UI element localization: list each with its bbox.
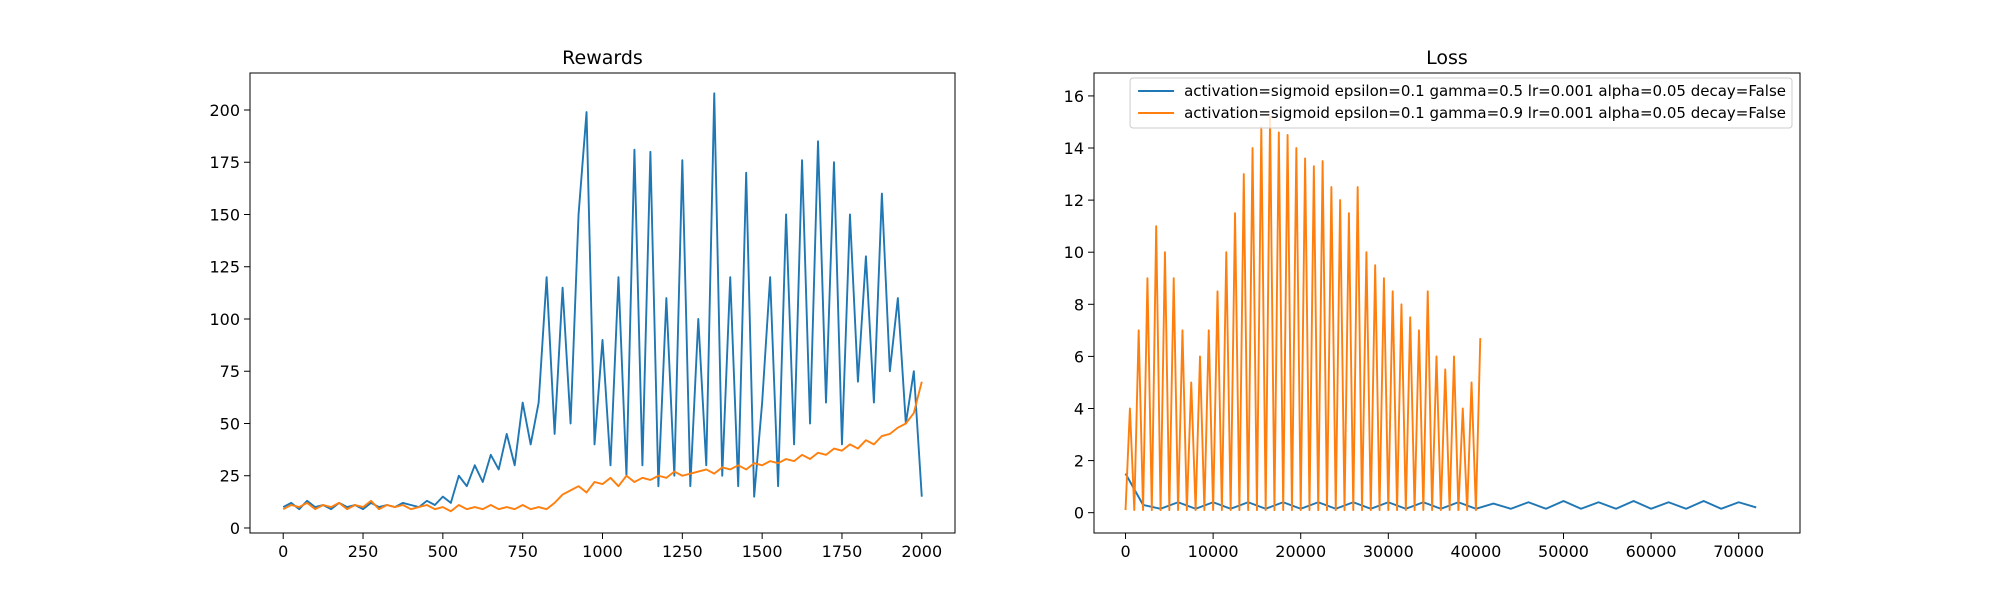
x-tick-label: 0 <box>1120 542 1130 561</box>
chart-title: Rewards <box>562 47 643 69</box>
x-tick-label: 2000 <box>901 542 942 561</box>
x-tick-label: 750 <box>507 542 538 561</box>
x-tick-label: 10000 <box>1188 542 1239 561</box>
y-tick-label: 200 <box>209 101 240 120</box>
y-tick-label: 10 <box>1064 243 1084 262</box>
x-tick-label: 0 <box>278 542 288 561</box>
y-tick-label: 75 <box>220 362 240 381</box>
x-tick-label: 70000 <box>1713 542 1764 561</box>
y-tick-label: 8 <box>1074 295 1084 314</box>
y-tick-label: 50 <box>220 414 240 433</box>
y-tick-label: 4 <box>1074 399 1084 418</box>
series-line <box>282 92 923 511</box>
legend-box <box>1129 77 1793 129</box>
x-tick-label: 60000 <box>1626 542 1677 561</box>
y-tick-label: 100 <box>209 310 240 329</box>
y-tick-label: 125 <box>209 258 240 277</box>
series-line <box>1124 115 1482 512</box>
plot-frame <box>249 72 956 534</box>
y-tick-label: 150 <box>209 205 240 224</box>
y-tick-label: 0 <box>1074 504 1084 523</box>
legend-label: activation=sigmoid epsilon=0.1 gamma=0.5… <box>1184 82 1786 100</box>
y-tick-label: 14 <box>1064 139 1084 158</box>
y-tick-label: 6 <box>1074 347 1084 366</box>
x-tick-label: 1750 <box>822 542 863 561</box>
series-line <box>282 381 923 513</box>
x-tick-label: 1500 <box>742 542 783 561</box>
legend: activation=sigmoid epsilon=0.1 gamma=0.5… <box>1129 77 1793 129</box>
x-tick-label: 50000 <box>1538 542 1589 561</box>
legend-label: activation=sigmoid epsilon=0.1 gamma=0.9… <box>1184 104 1786 122</box>
y-tick-label: 25 <box>220 467 240 486</box>
x-tick-label: 500 <box>428 542 459 561</box>
x-tick-label: 40000 <box>1450 542 1501 561</box>
x-tick-label: 30000 <box>1363 542 1414 561</box>
x-tick-label: 250 <box>348 542 379 561</box>
x-tick-label: 20000 <box>1275 542 1326 561</box>
y-tick-label: 12 <box>1064 191 1084 210</box>
y-tick-label: 175 <box>209 153 240 172</box>
x-tick-label: 1250 <box>662 542 703 561</box>
x-tick-label: 1000 <box>582 542 623 561</box>
plot-frame <box>1093 72 1801 534</box>
y-tick-label: 16 <box>1064 87 1084 106</box>
y-tick-label: 0 <box>230 519 240 538</box>
chart-title: Loss <box>1426 47 1468 69</box>
y-tick-label: 2 <box>1074 452 1084 471</box>
